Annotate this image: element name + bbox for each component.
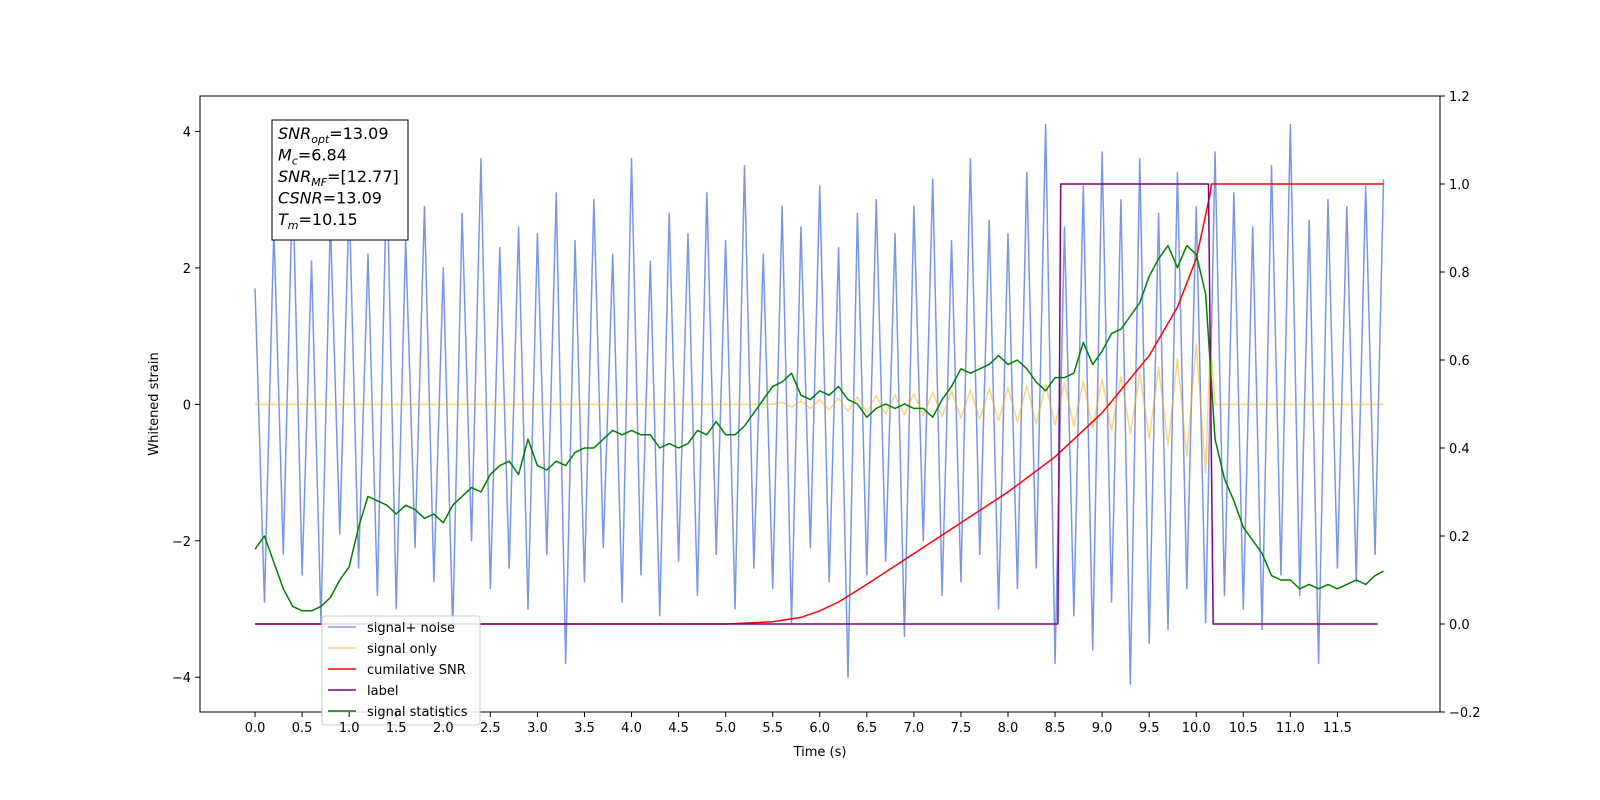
x-tick-label: 11.5 — [1323, 721, 1352, 736]
y2-tick-label: 0.0 — [1449, 618, 1470, 633]
annotation-text: =13.09 — [329, 124, 388, 143]
annotation-text: =10.15 — [299, 210, 358, 229]
annotation-symbol: SNR — [278, 124, 311, 143]
annotation-symbol: T — [278, 210, 289, 229]
y2-tick-label: 0.4 — [1449, 442, 1470, 457]
annotation-text: =[12.77] — [327, 167, 399, 186]
y2-tick-label: 1.0 — [1449, 178, 1470, 193]
x-tick-label: 2.5 — [480, 721, 501, 736]
legend: signal+ noise signal only cumilative SNR la… — [321, 615, 481, 726]
x-tick-label: 0.5 — [292, 721, 313, 736]
x-tick-label: 4.5 — [668, 721, 689, 736]
y2-tick-label: 0.8 — [1449, 266, 1470, 281]
annotation-subscript: m — [288, 219, 299, 232]
y-tick-label: 4 — [183, 125, 191, 140]
annotation-text: =13.09 — [323, 189, 382, 208]
series-line — [255, 183, 1378, 625]
x-tick-label: 7.0 — [904, 721, 925, 736]
annotation-frame — [271, 119, 409, 241]
x-tick-label: 6.0 — [809, 721, 830, 736]
x-tick-label: 3.0 — [527, 721, 548, 736]
x-tick-label: 9.5 — [1139, 721, 1160, 736]
x-tick-label: 9.0 — [1092, 721, 1113, 736]
y-axis-label: Whitened strain — [147, 352, 162, 455]
y2-tick-label: 0.2 — [1449, 530, 1470, 545]
x-tick-label: 2.0 — [433, 721, 454, 736]
y-tick-label: 2 — [183, 262, 191, 277]
series-line — [255, 342, 1384, 474]
x-tick-label: 8.5 — [1045, 721, 1066, 736]
x-tick-label: 11.0 — [1276, 721, 1305, 736]
x-tick-label: 3.5 — [574, 721, 595, 736]
annotation-subscript: c — [292, 155, 298, 168]
y-tick-label: −4 — [172, 671, 191, 686]
legend-label: signal only — [367, 642, 437, 657]
legend-label: cumilative SNR — [367, 663, 466, 678]
x-tick-label: 4.0 — [621, 721, 642, 736]
legend-label: signal statistics — [367, 705, 468, 720]
legend-frame — [321, 615, 481, 726]
annotation-subscript: MF — [311, 176, 327, 189]
y2-tick-label: 1.2 — [1449, 90, 1470, 105]
y-tick-label: −2 — [172, 535, 191, 550]
series-line — [254, 244, 1384, 612]
x-tick-label: 5.5 — [762, 721, 783, 736]
annotation-line: Mc=6.84 — [278, 146, 347, 168]
x-tick-label: 1.5 — [386, 721, 407, 736]
annotation-line: SNRMF=[12.77] — [278, 167, 399, 189]
plot-area — [254, 123, 1385, 685]
x-tick-label: 0.0 — [245, 721, 266, 736]
annotation-text: =6.84 — [298, 146, 347, 165]
annotation-box: SNRopt=13.09Mc=6.84SNRMF=[12.77]CSNR=13.… — [271, 119, 409, 241]
x-tick-label: 6.5 — [856, 721, 877, 736]
series-line — [254, 123, 1385, 685]
x-tick-label: 5.0 — [715, 721, 736, 736]
x-tick-label: 1.0 — [339, 721, 360, 736]
legend-label: signal+ noise — [367, 621, 455, 636]
x-tick-label: 10.0 — [1182, 721, 1211, 736]
annotation-line: SNRopt=13.09 — [278, 124, 389, 146]
x-tick-label: 8.0 — [998, 721, 1019, 736]
legend-label: label — [367, 684, 398, 699]
annotation-line: Tm=10.15 — [278, 210, 358, 232]
annotation-symbol: M — [278, 146, 292, 165]
annotation-symbol: SNR — [278, 167, 311, 186]
y2-tick-label: −0.2 — [1449, 706, 1481, 721]
series-line — [255, 183, 1384, 625]
x-tick-label: 7.5 — [951, 721, 972, 736]
x-axis-label: Time (s) — [793, 745, 847, 760]
y2-tick-label: 0.6 — [1449, 354, 1470, 369]
annotation-symbol: CSNR — [278, 189, 323, 208]
annotation-subscript: opt — [311, 133, 330, 146]
annotation-line: CSNR=13.09 — [278, 189, 382, 208]
y-tick-label: 0 — [183, 398, 191, 413]
x-tick-label: 10.5 — [1229, 721, 1258, 736]
